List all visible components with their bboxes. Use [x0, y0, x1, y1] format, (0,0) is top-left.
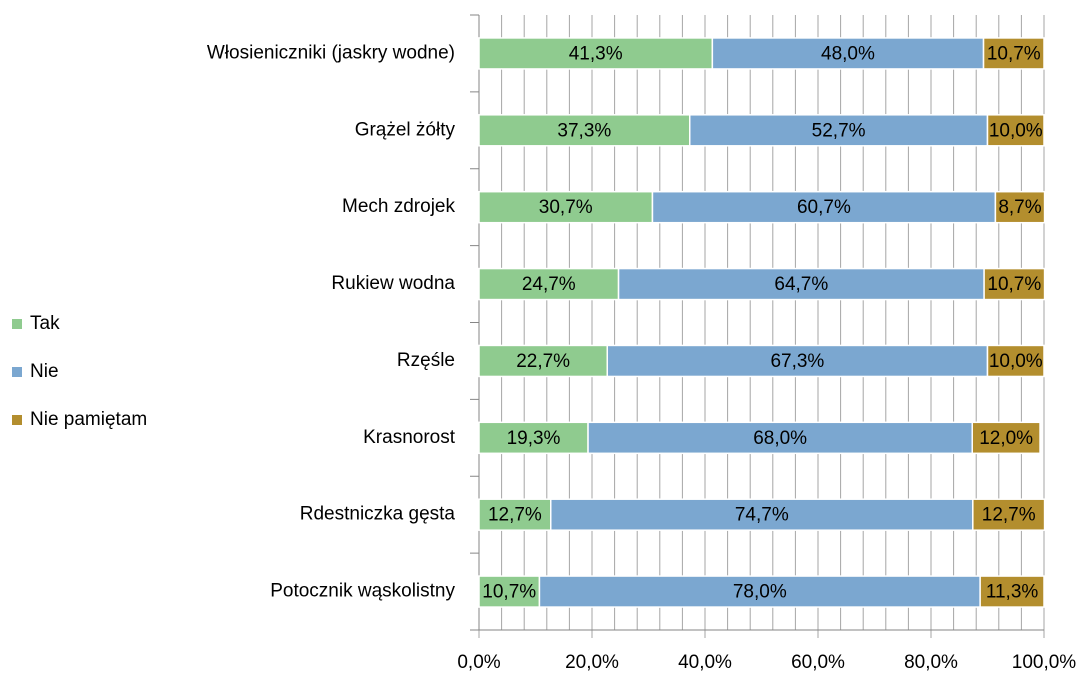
data-label: 10,7% [987, 274, 1041, 295]
bar-segment [986, 114, 1045, 147]
bar-segment [587, 421, 973, 455]
x-tick-label: 100,0% [1012, 652, 1077, 673]
data-label: 19,3% [507, 428, 561, 449]
bar-segment [606, 344, 989, 378]
data-label: 12,7% [488, 505, 542, 526]
data-label: 60,7% [797, 197, 851, 218]
bar-segment [651, 190, 997, 224]
data-label: 12,7% [982, 505, 1036, 526]
data-label: 10,0% [989, 120, 1043, 141]
data-label: 12,0% [979, 428, 1033, 449]
data-label: 64,7% [774, 274, 828, 295]
data-label: 11,3% [986, 582, 1039, 603]
x-tick-label: 20,0% [565, 652, 619, 673]
legend-label: Nie [30, 361, 59, 382]
bar-segment [617, 267, 985, 301]
data-label: 67,3% [770, 351, 824, 372]
bar-segment [982, 37, 1045, 70]
data-label: 48,0% [821, 43, 875, 64]
bar-segment [972, 498, 1046, 531]
legend-label: Tak [30, 313, 60, 334]
legend-swatch [12, 319, 22, 329]
data-label: 8,7% [998, 197, 1041, 218]
data-label: 41,3% [569, 43, 623, 64]
data-label: 10,0% [989, 351, 1043, 372]
data-label: 22,7% [516, 351, 570, 372]
y-tick-label: Rdestniczka gęsta [300, 504, 456, 525]
y-tick-label: Krasnorost [363, 427, 456, 448]
x-tick-label: 80,0% [904, 652, 958, 673]
data-label: 68,0% [753, 428, 807, 449]
bar-segment [478, 37, 714, 70]
data-label: 10,7% [987, 43, 1041, 64]
y-tick-label: Rzęśle [397, 350, 455, 371]
y-tick-label: Mech zdrojek [342, 196, 455, 217]
bar-segment [986, 344, 1045, 378]
bar-segment [478, 344, 609, 378]
bar-segment [979, 575, 1045, 608]
bar-segment [538, 575, 981, 608]
data-label: 74,7% [735, 505, 789, 526]
y-tick-label: Rukiew wodna [331, 273, 455, 294]
bar-segment [478, 190, 654, 224]
bar-segment [994, 190, 1046, 224]
x-tick-label: 40,0% [678, 652, 732, 673]
legend-label: Nie pamiętam [30, 409, 147, 430]
x-tick-label: 60,0% [791, 652, 845, 673]
bar-segment [550, 498, 974, 531]
bar-segment [983, 267, 1046, 301]
y-tick-label: Włosieniczniki (jaskry wodne) [207, 42, 455, 63]
y-tick-label: Potocznik wąskolistny [270, 581, 455, 602]
data-label: 24,7% [522, 274, 576, 295]
data-label: 52,7% [812, 120, 866, 141]
data-label: 30,7% [539, 197, 593, 218]
bar-segment [478, 421, 589, 455]
data-label: 10,7% [482, 582, 536, 603]
legend-swatch [12, 415, 22, 425]
data-label: 37,3% [557, 120, 611, 141]
bar-segment [971, 421, 1041, 455]
x-tick-label: 0,0% [457, 652, 500, 673]
y-tick-label: Grążel żółty [355, 119, 456, 140]
bar-segment [478, 267, 620, 301]
data-label: 78,0% [733, 582, 787, 603]
bar-segment [688, 114, 989, 147]
legend-swatch [12, 367, 22, 377]
